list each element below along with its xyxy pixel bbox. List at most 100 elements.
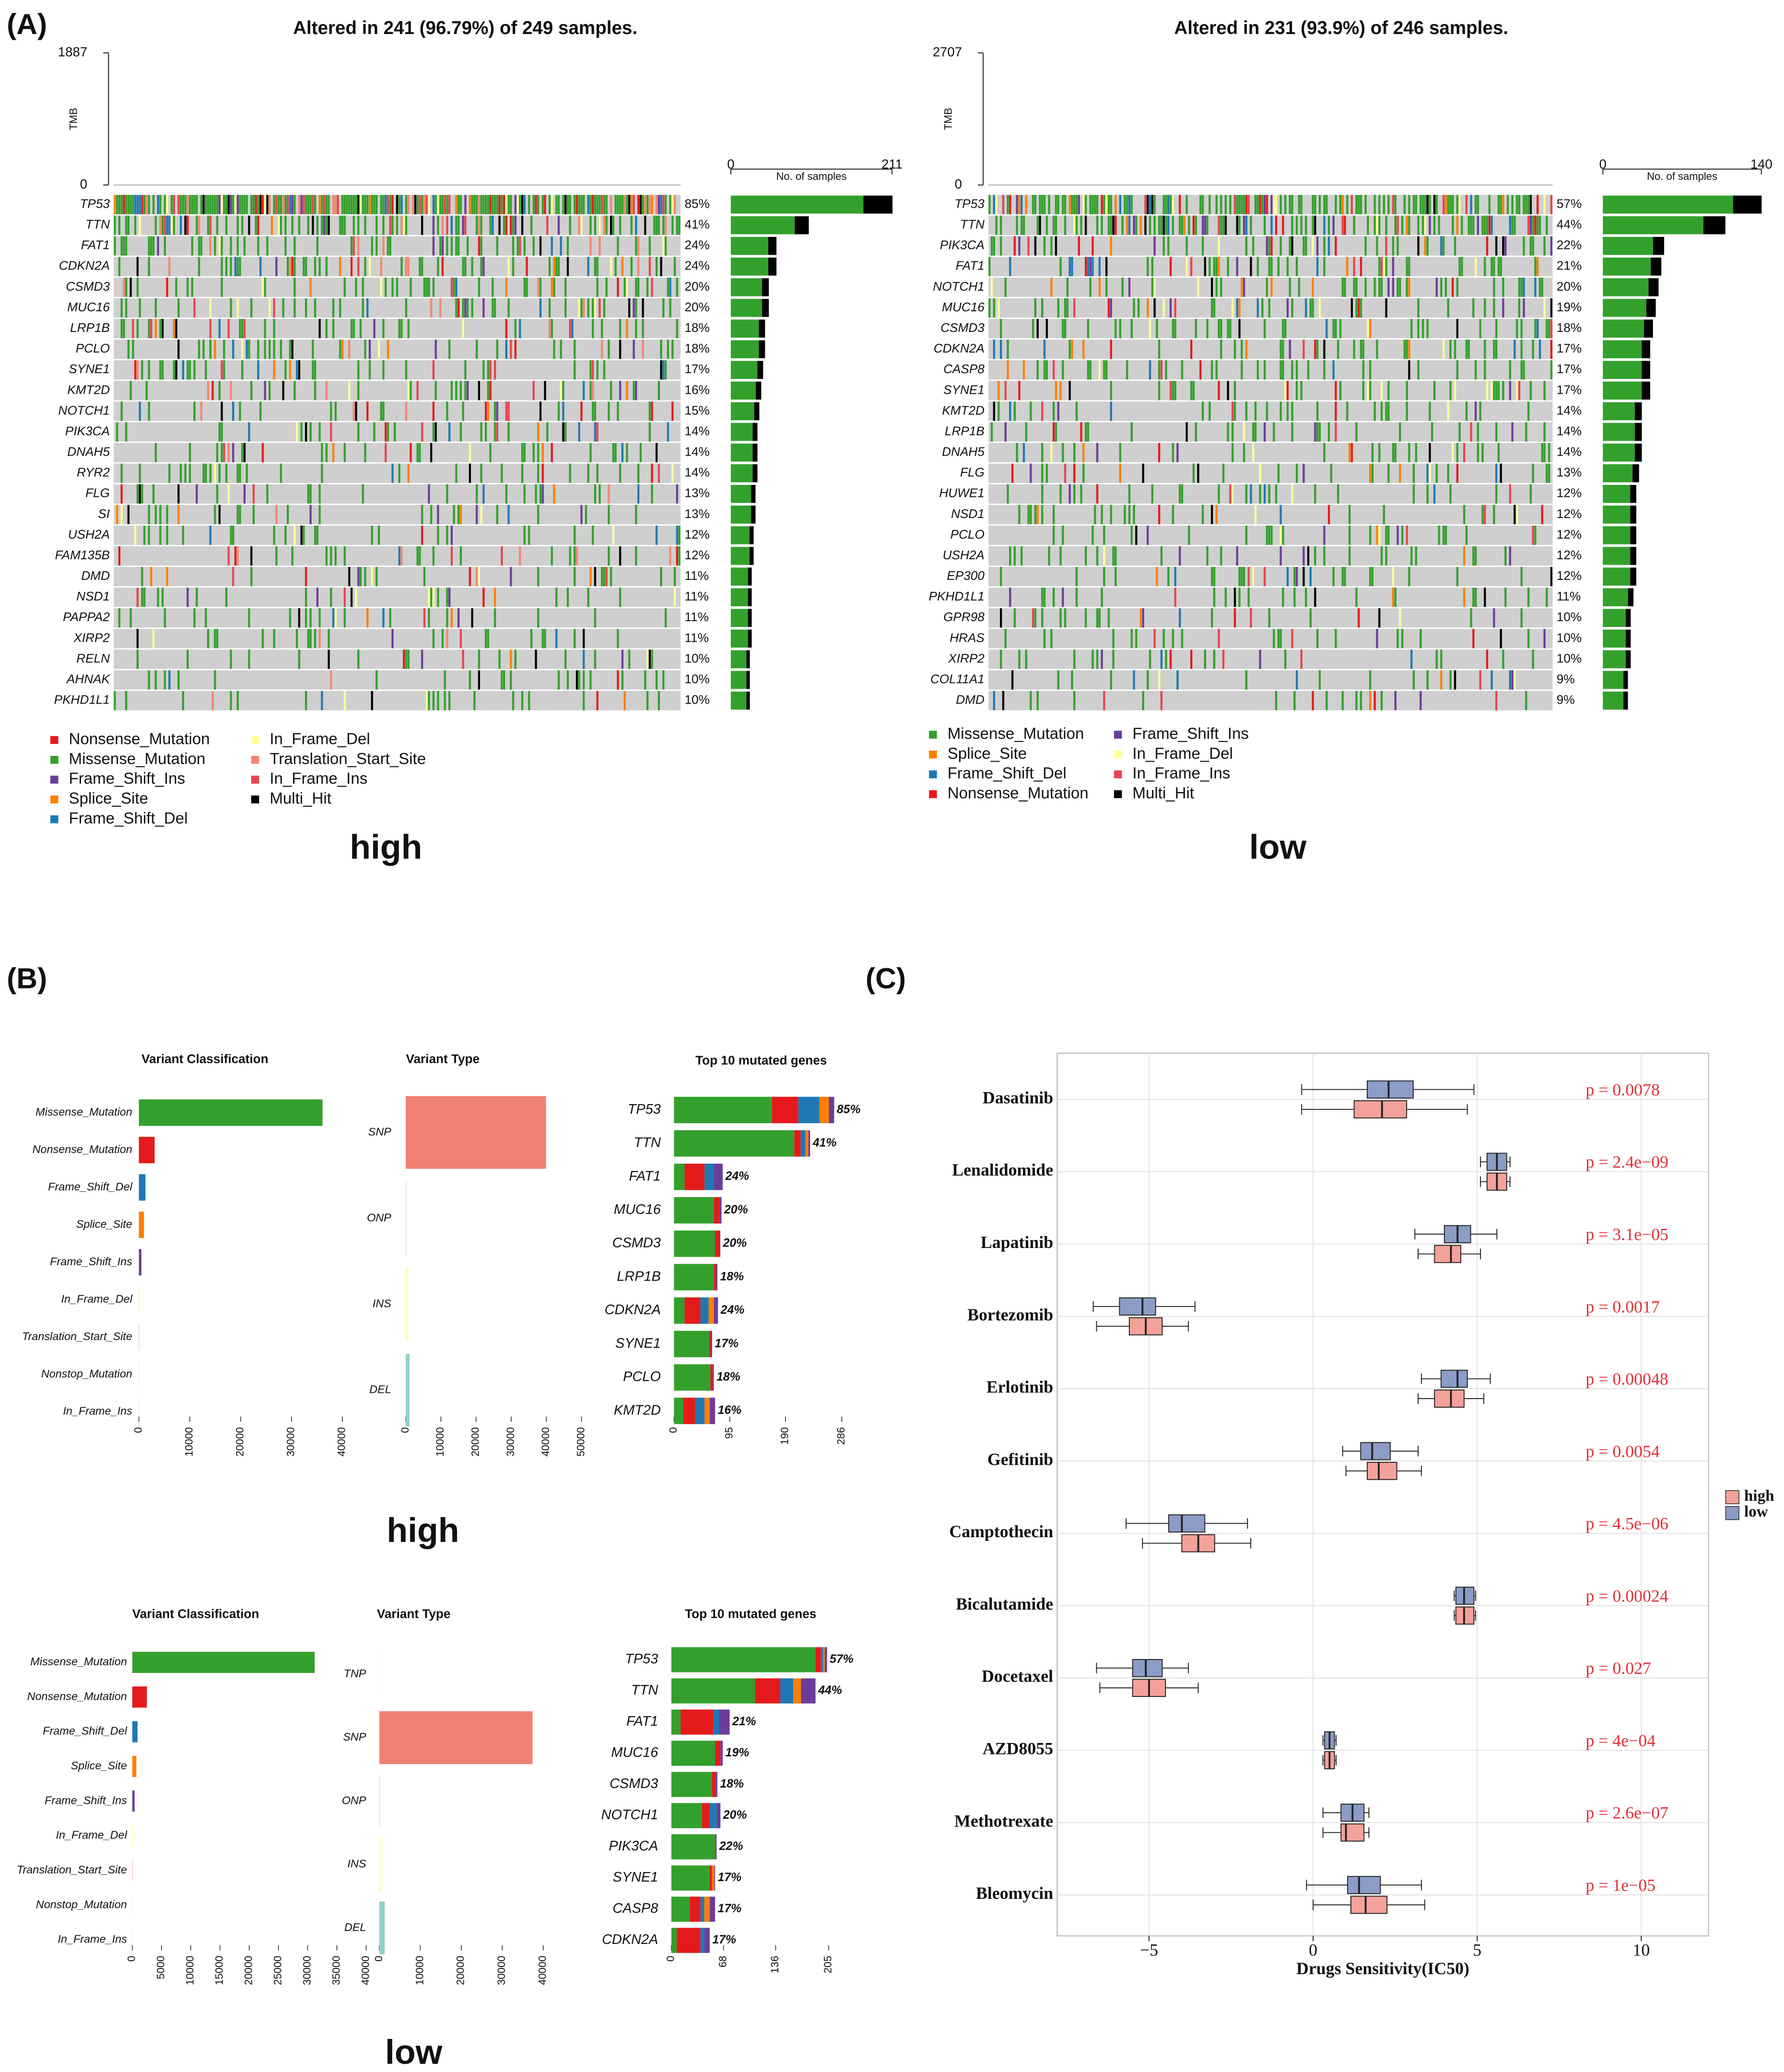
gene-label: HRAS bbox=[950, 630, 985, 645]
mutation-cell bbox=[221, 360, 223, 380]
mutation-cell bbox=[619, 463, 622, 483]
mutation-cell bbox=[503, 215, 505, 235]
sample-bar bbox=[768, 258, 777, 276]
mutation-cell bbox=[601, 195, 603, 214]
mutation-cell bbox=[464, 215, 467, 235]
mutation-cell bbox=[400, 318, 403, 339]
mutation-cell bbox=[318, 608, 321, 628]
mutation-cell bbox=[1270, 277, 1273, 297]
mutation-cell bbox=[1057, 195, 1059, 214]
mutation-cell bbox=[376, 195, 378, 214]
mutation-cell bbox=[232, 195, 235, 214]
mutation-cell bbox=[594, 484, 597, 504]
mutation-cell bbox=[1518, 381, 1521, 400]
mutation-cell bbox=[325, 381, 328, 400]
mutation-cell bbox=[1053, 215, 1055, 235]
mutation-cell bbox=[166, 215, 168, 235]
sample-bar bbox=[1630, 526, 1636, 544]
mutation-cell bbox=[428, 608, 430, 628]
mutation-cell bbox=[1174, 318, 1176, 339]
mutation-cell bbox=[266, 484, 269, 504]
x-tick-label: 0 bbox=[665, 1956, 677, 1962]
mutation-cell bbox=[1355, 195, 1358, 214]
mutation-cell bbox=[1000, 215, 1002, 235]
sample-bar bbox=[1634, 443, 1642, 462]
mutation-cell bbox=[1364, 277, 1367, 297]
mutation-cell bbox=[1227, 381, 1229, 400]
x-tick-label: 20000 bbox=[234, 1427, 246, 1457]
mutation-cell bbox=[610, 195, 612, 214]
sample-bar bbox=[730, 506, 751, 524]
mutation-cell bbox=[398, 195, 400, 214]
mutation-cell bbox=[566, 257, 569, 276]
mutation-cell bbox=[1474, 360, 1477, 380]
mutation-cell bbox=[569, 215, 571, 235]
mutation-cell bbox=[662, 195, 665, 214]
gene-label: SYNE1 bbox=[69, 362, 110, 376]
mutation-cell bbox=[385, 277, 387, 297]
mutation-cell bbox=[1241, 566, 1243, 587]
mutation-cell bbox=[1055, 236, 1057, 256]
mutation-cell bbox=[1082, 443, 1085, 462]
mutation-cell bbox=[318, 195, 321, 214]
mutation-cell bbox=[562, 401, 564, 421]
mutation-cell bbox=[339, 215, 341, 235]
x-tick-label: 20000 bbox=[242, 1956, 254, 1985]
mutation-cell bbox=[1018, 505, 1021, 525]
mutation-cell bbox=[1084, 215, 1087, 235]
sample-bar bbox=[1603, 278, 1649, 296]
mutation-cell bbox=[1256, 257, 1259, 276]
row-background bbox=[988, 381, 1553, 400]
mutation-cell bbox=[1030, 505, 1032, 525]
row-background bbox=[114, 629, 681, 648]
mutation-cell bbox=[1036, 318, 1039, 339]
y-tick-label: 0 bbox=[955, 177, 962, 191]
mutation-cell bbox=[664, 195, 667, 214]
mutation-cell bbox=[458, 195, 460, 214]
gene-label: CASP8 bbox=[613, 1901, 658, 1916]
mutation-cell bbox=[493, 195, 496, 214]
mutation-cell bbox=[1073, 215, 1076, 235]
mutation-cell bbox=[120, 401, 123, 421]
mutation-cell bbox=[1066, 277, 1069, 297]
mutation-cell bbox=[551, 443, 553, 462]
mutation-cell bbox=[464, 257, 467, 276]
mutation-cell bbox=[236, 505, 239, 525]
mutation-cell bbox=[1261, 195, 1264, 214]
sample-bar bbox=[1603, 216, 1703, 235]
mutation-cell bbox=[537, 195, 540, 214]
mutation-cell bbox=[252, 484, 255, 504]
mutation-cell bbox=[416, 195, 419, 214]
mutation-cell bbox=[321, 215, 323, 235]
mutation-cell bbox=[1016, 215, 1018, 235]
mutation-cell bbox=[164, 608, 166, 628]
bar bbox=[132, 1651, 315, 1673]
mutation-cell bbox=[1305, 215, 1307, 235]
mutation-cell bbox=[1034, 236, 1037, 256]
sample-bar bbox=[730, 547, 750, 565]
mutation-cell bbox=[560, 381, 562, 400]
mutation-cell bbox=[450, 215, 453, 235]
mutation-cell bbox=[1385, 236, 1387, 256]
mutation-cell bbox=[458, 608, 460, 628]
mutation-cell bbox=[1041, 401, 1044, 421]
mutation-cell bbox=[1043, 588, 1046, 607]
mutation-cell bbox=[1415, 443, 1417, 462]
panel-label: (B) bbox=[7, 962, 47, 994]
mutation-cell bbox=[1250, 257, 1252, 276]
mutation-cell bbox=[478, 381, 480, 400]
mutation-cell bbox=[551, 195, 553, 214]
mutation-cell bbox=[1314, 484, 1316, 504]
mutation-cell bbox=[1341, 277, 1344, 297]
mutation-cell bbox=[1392, 277, 1395, 297]
mutation-cell bbox=[341, 195, 344, 214]
mutation-cell bbox=[177, 195, 180, 214]
mutation-cell bbox=[1025, 649, 1027, 669]
mutation-cell bbox=[1456, 463, 1459, 483]
mutation-cell bbox=[1172, 195, 1174, 214]
category-label: Frame_Shift_Del bbox=[43, 1725, 127, 1737]
box bbox=[1119, 1297, 1156, 1316]
mutation-cell bbox=[1115, 215, 1117, 235]
mutation-cell bbox=[1392, 588, 1395, 607]
mutation-cell bbox=[1380, 257, 1383, 276]
